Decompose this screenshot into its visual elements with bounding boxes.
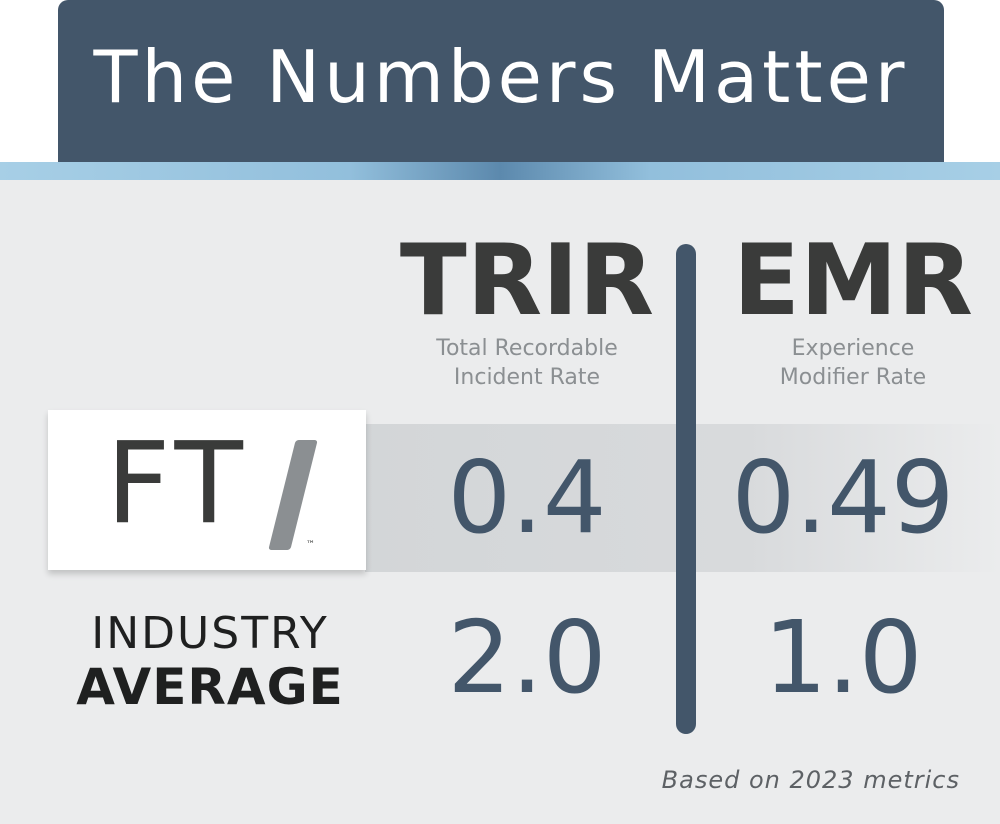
logo-letters: FT <box>106 419 249 549</box>
trir-description-line1: Total Recordable <box>436 336 618 361</box>
logo-trademark: ™ <box>306 540 315 550</box>
trir-heading: TRIR <box>399 224 655 338</box>
emr-description-line1: Experience <box>791 336 915 361</box>
industry-emr-value: 1.0 <box>763 599 923 716</box>
fti-logo-icon: FT ™ <box>48 410 366 570</box>
industry-trir-value: 2.0 <box>447 599 607 716</box>
emr-description: Experience Modifier Rate <box>708 334 998 392</box>
title-banner: The Numbers Matter <box>58 0 944 162</box>
fti-trir-value: 0.4 <box>447 439 607 556</box>
industry-label-line2: AVERAGE <box>76 658 344 716</box>
page-title: The Numbers Matter <box>93 35 909 119</box>
emr-description-line2: Modifier Rate <box>779 365 927 390</box>
fti-emr-value: 0.49 <box>731 439 955 556</box>
accent-bar <box>0 162 1000 180</box>
logo-slash <box>268 440 318 550</box>
emr-heading: EMR <box>733 224 973 338</box>
industry-average-label: INDUSTRY AVERAGE <box>60 608 360 716</box>
trir-description: Total Recordable Incident Rate <box>382 334 672 392</box>
industry-label-line1: INDUSTRY <box>91 608 329 659</box>
column-divider <box>676 244 696 734</box>
footnote: Based on 2023 metrics <box>661 766 960 794</box>
trir-description-line2: Incident Rate <box>453 365 601 390</box>
